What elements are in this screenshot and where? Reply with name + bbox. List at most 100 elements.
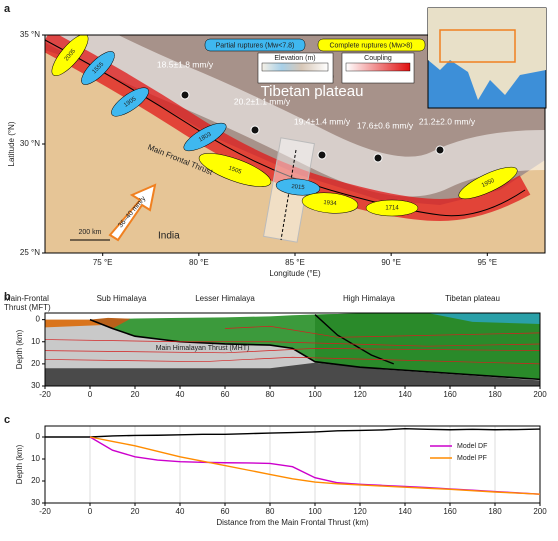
velocity-label: 19.4±1.4 mm/y bbox=[294, 116, 351, 126]
y-tick-label: 0 bbox=[36, 432, 41, 441]
tibetan-plateau bbox=[427, 313, 540, 325]
foreland-basin bbox=[45, 319, 102, 328]
legend-text: Partial ruptures (Mw<7.8) bbox=[216, 42, 295, 49]
section-label: Main-Frontal bbox=[4, 294, 49, 303]
x-tick-label: 80 bbox=[266, 390, 275, 399]
x-tick-label: 85 °E bbox=[285, 258, 305, 267]
inset-map bbox=[427, 7, 547, 109]
section-label: Main Himalayan Thrust (MHT) bbox=[156, 345, 250, 352]
section-label: Thrust (MFT) bbox=[4, 303, 51, 312]
colorbar bbox=[345, 62, 411, 72]
x-tick-label: 120 bbox=[353, 507, 367, 516]
rupture bbox=[183, 122, 227, 152]
isotherm bbox=[44, 356, 541, 365]
rupture-year: 1934 bbox=[323, 200, 337, 207]
y-tick-label: 10 bbox=[31, 337, 40, 346]
y-tick-label: 30 bbox=[31, 498, 40, 507]
rupture-year: 1505 bbox=[227, 165, 242, 175]
x-tick-label: 140 bbox=[398, 390, 412, 399]
isotherm bbox=[224, 325, 541, 338]
velocity-label: 18.5±1.8 mm/y bbox=[157, 59, 214, 69]
x-tick-label: 120 bbox=[353, 390, 367, 399]
x-tick-label: 180 bbox=[488, 507, 502, 516]
mht bbox=[89, 318, 541, 381]
lower-crust bbox=[45, 362, 540, 386]
inset-box bbox=[439, 29, 516, 63]
legend-partial bbox=[204, 38, 306, 52]
section-label: Lesser Himalaya bbox=[195, 294, 255, 303]
x-tick-label: -20 bbox=[39, 390, 51, 399]
section-label: High Himalaya bbox=[343, 294, 396, 303]
x-axis-title: Longitude (°E) bbox=[269, 269, 321, 278]
rupture bbox=[81, 51, 115, 85]
rupture-year: 1714 bbox=[385, 206, 399, 212]
y-tick-label: 30 bbox=[31, 381, 40, 390]
x-tick-label: -20 bbox=[39, 507, 51, 516]
rupture bbox=[301, 192, 359, 214]
rupture bbox=[198, 153, 272, 187]
rupture-year: 2015 bbox=[291, 184, 305, 191]
line bbox=[45, 427, 541, 438]
legend-text: Complete ruptures (Mw>8) bbox=[329, 42, 412, 49]
x-tick-label: 140 bbox=[398, 507, 412, 516]
gps-station bbox=[180, 90, 190, 100]
rupture bbox=[275, 178, 321, 196]
y-tick-label: 25 °N bbox=[20, 248, 40, 257]
colorbar-title: Elevation (m) bbox=[274, 55, 315, 62]
x-tick-label: 0 bbox=[88, 507, 93, 516]
gps-station bbox=[435, 145, 445, 155]
x-tick-label: 200 bbox=[533, 390, 547, 399]
x-tick-label: 160 bbox=[443, 390, 457, 399]
y-tick-label: 20 bbox=[31, 359, 40, 368]
panel: -20 0 20 40 60 80 100 120 140 160 180 200 0 10 20 30 Dep… bbox=[15, 425, 547, 527]
x-tick-label: 60 bbox=[221, 390, 230, 399]
gps-station bbox=[317, 150, 327, 160]
panel-label: a bbox=[4, 3, 11, 15]
x-tick-label: 60 bbox=[221, 507, 230, 516]
section-label: Sub Himalaya bbox=[97, 294, 147, 303]
profile-line bbox=[280, 149, 297, 241]
x-tick-label: 90 °E bbox=[381, 258, 401, 267]
gps-station bbox=[373, 153, 383, 163]
colorbar-title: Coupling bbox=[364, 55, 392, 62]
x-tick-label: 95 °E bbox=[477, 258, 497, 267]
panel-label: b bbox=[4, 291, 11, 303]
x-tick-label: 75 °E bbox=[93, 258, 113, 267]
x-tick-label: 40 bbox=[176, 390, 185, 399]
y-axis-title: Latitude (°N) bbox=[7, 121, 16, 166]
x-axis-title: Distance from the Main Frontal Thrust (k… bbox=[216, 518, 369, 527]
y-tick-label: 30 °N bbox=[20, 139, 40, 148]
x-tick-label: 0 bbox=[88, 390, 93, 399]
panel-label: c bbox=[4, 414, 10, 426]
velocity-label: 20.2±1.1 mm/y bbox=[234, 96, 291, 106]
x-tick-label: 80 °E bbox=[189, 258, 209, 267]
rupture bbox=[111, 87, 149, 117]
legend-label: Model PF bbox=[457, 455, 487, 462]
rupture bbox=[365, 199, 419, 217]
velocity-label: 17.6±0.6 mm/y bbox=[357, 120, 414, 130]
x-tick-label: 40 bbox=[176, 507, 185, 516]
x-tick-label: 20 bbox=[131, 390, 140, 399]
y-axis-title: Depth (km) bbox=[15, 329, 24, 369]
x-tick-label: 160 bbox=[443, 507, 457, 516]
y-axis-title: Depth (km) bbox=[15, 444, 24, 484]
velocity-label: 21.2±2.0 mm/y bbox=[419, 116, 476, 126]
legend-label: Model DF bbox=[457, 443, 487, 450]
y-tick-label: 20 bbox=[31, 476, 40, 485]
scale-label: 200 km bbox=[79, 229, 102, 236]
x-tick-label: 20 bbox=[131, 507, 140, 516]
inset-land bbox=[428, 8, 546, 100]
rupture-year: 1950 bbox=[481, 178, 496, 189]
x-tick-label: 100 bbox=[308, 507, 322, 516]
rupture bbox=[458, 166, 518, 200]
y-tick-label: 0 bbox=[36, 315, 41, 324]
x-tick-label: 80 bbox=[266, 507, 275, 516]
frame bbox=[44, 312, 541, 387]
x-tick-label: 200 bbox=[533, 507, 547, 516]
isotherm bbox=[44, 339, 541, 347]
section-label: Tibetan plateau bbox=[445, 294, 500, 303]
legend-complete bbox=[317, 38, 426, 52]
convergence-arrow bbox=[108, 183, 157, 242]
region-label: India bbox=[158, 231, 180, 242]
